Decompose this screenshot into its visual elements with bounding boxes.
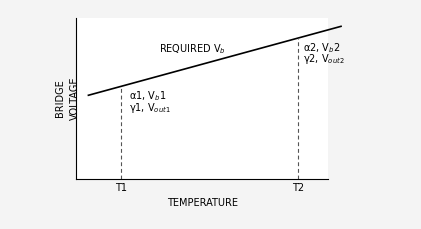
- Text: γ1, V$_{out1}$: γ1, V$_{out1}$: [129, 101, 171, 115]
- Text: γ2, V$_{out2}$: γ2, V$_{out2}$: [303, 52, 345, 66]
- X-axis label: TEMPERATURE: TEMPERATURE: [167, 198, 237, 208]
- Text: α1, V$_b$1: α1, V$_b$1: [129, 90, 166, 103]
- Text: α2, V$_b$2: α2, V$_b$2: [303, 41, 341, 55]
- Text: REQUIRED V$_b$: REQUIRED V$_b$: [159, 42, 225, 56]
- Y-axis label: BRIDGE
VOLTAGE: BRIDGE VOLTAGE: [56, 77, 80, 120]
